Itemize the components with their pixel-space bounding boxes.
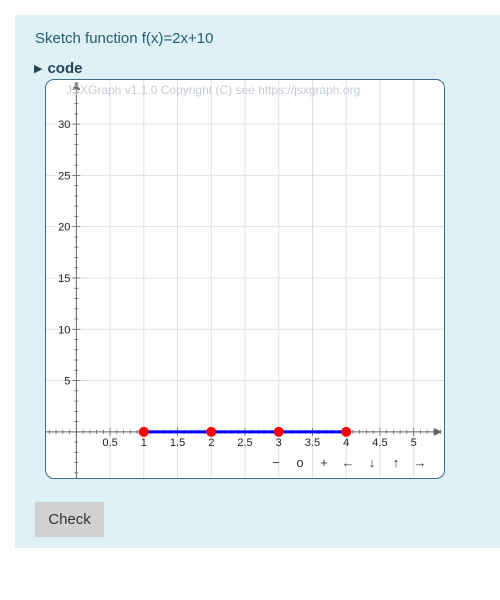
draggable-point[interactable] — [206, 426, 217, 437]
x-tick-label: 1 — [141, 437, 147, 449]
x-tick-label: 2.5 — [237, 437, 252, 449]
x-tick-label: 4.5 — [372, 437, 387, 449]
grid-lines — [46, 80, 444, 478]
y-tick-label: 25 — [58, 170, 70, 182]
x-axis-arrow — [434, 427, 442, 436]
x-tick-label: 5 — [411, 437, 417, 449]
x-tick-label: 2 — [208, 437, 214, 449]
pan-up-button[interactable]: ↑ — [392, 455, 400, 470]
x-tick-label: 0.5 — [102, 437, 117, 449]
x-tick-label: 1.5 — [170, 437, 185, 449]
check-button[interactable]: Check — [35, 502, 104, 537]
zoom-in-button[interactable]: + — [320, 455, 328, 470]
x-tick-label: 3 — [276, 437, 282, 449]
series — [138, 426, 352, 437]
navigation-bar: − o + ← ↓ ↑ → — [264, 455, 432, 470]
draggable-point[interactable] — [138, 426, 149, 437]
jsxgraph-board[interactable]: 0.5 1 1.5 2 2.5 3 3.5 4 4.5 5 5 10 15 20 25 30 JSXGraph… — [45, 79, 445, 479]
copyright-text: JSXGraph v1.1.0 Copyright (C) see https:… — [66, 83, 361, 97]
pan-right-button[interactable]: → — [413, 455, 427, 470]
question-panel: Sketch function f(x)=2x+10 ▶ code 0.5 1 1.5… — [15, 15, 500, 548]
tick-labels: 0.5 1 1.5 2 2.5 3 3.5 4 4.5 5 5 10 15 20 25 30 — [58, 119, 417, 449]
code-toggle-label: code — [47, 60, 83, 77]
y-tick-label: 10 — [58, 324, 70, 336]
pan-left-button[interactable]: ← — [341, 455, 355, 470]
y-tick-label: 15 — [58, 273, 70, 285]
axes — [46, 82, 442, 478]
y-tick-label: 20 — [58, 222, 70, 234]
function-graph[interactable]: 0.5 1 1.5 2 2.5 3 3.5 4 4.5 5 5 10 15 20 25 30 — [46, 80, 444, 478]
y-tick-label: 5 — [64, 376, 70, 388]
pan-down-button[interactable]: ↓ — [368, 455, 376, 470]
y-axis-arrow — [72, 82, 81, 90]
code-toggle[interactable]: ▶ code — [34, 60, 82, 77]
triangle-right-icon: ▶ — [34, 63, 43, 75]
y-tick-label: 30 — [58, 119, 70, 131]
draggable-point[interactable] — [341, 426, 352, 437]
x-tick-label: 3.5 — [305, 437, 320, 449]
x-tick-label: 4 — [343, 437, 349, 449]
question-text: Sketch function f(x)=2x+10 — [35, 30, 214, 47]
draggable-point[interactable] — [273, 426, 284, 437]
zoom-out-button[interactable]: − — [272, 455, 280, 470]
zoom-reset-button[interactable]: o — [296, 455, 304, 470]
